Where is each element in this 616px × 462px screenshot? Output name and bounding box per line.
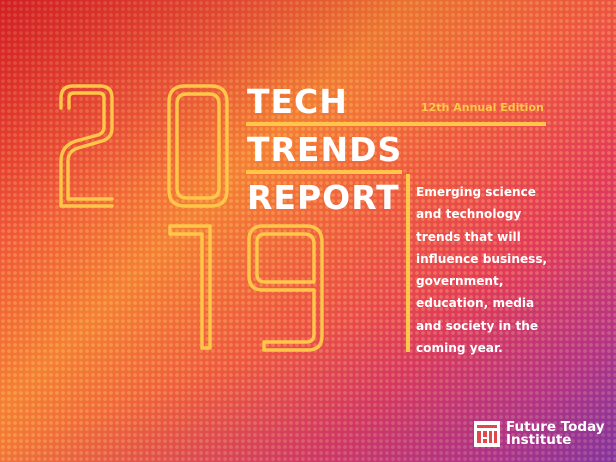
title-underline-long bbox=[246, 122, 546, 126]
description-line: and society in the bbox=[416, 318, 539, 333]
description-line: Emerging science bbox=[416, 185, 537, 199]
cover-description: Emerging science and technology trends t… bbox=[416, 181, 591, 359]
title-underline-short bbox=[246, 170, 402, 174]
description-line: and technology bbox=[416, 207, 522, 222]
logo-line-1: Future Today bbox=[506, 419, 605, 435]
future-today-institute-logo-icon bbox=[474, 421, 500, 447]
description-line: influence business, bbox=[416, 251, 548, 266]
title-line-trends: TRENDS bbox=[247, 130, 403, 169]
future-today-institute-logo: Future Today Institute bbox=[474, 419, 605, 448]
description-divider bbox=[406, 174, 410, 352]
logo-line-2: Institute bbox=[506, 432, 572, 448]
title-line-report: REPORT bbox=[247, 178, 400, 217]
description-line: education, media bbox=[416, 296, 535, 311]
edition-label: 12th Annual Edition bbox=[421, 101, 544, 114]
description-line: trends that will bbox=[416, 229, 521, 244]
description-line: coming year. bbox=[416, 341, 503, 356]
year-digit-0 bbox=[167, 84, 229, 208]
description-line: government, bbox=[416, 274, 504, 289]
year-digit-9 bbox=[247, 224, 324, 352]
year-digit-1 bbox=[168, 224, 212, 350]
year-digit-2 bbox=[59, 84, 114, 201]
logo-wordmark: Future Today Institute bbox=[506, 419, 605, 448]
title-line-tech: TECH bbox=[247, 82, 348, 121]
